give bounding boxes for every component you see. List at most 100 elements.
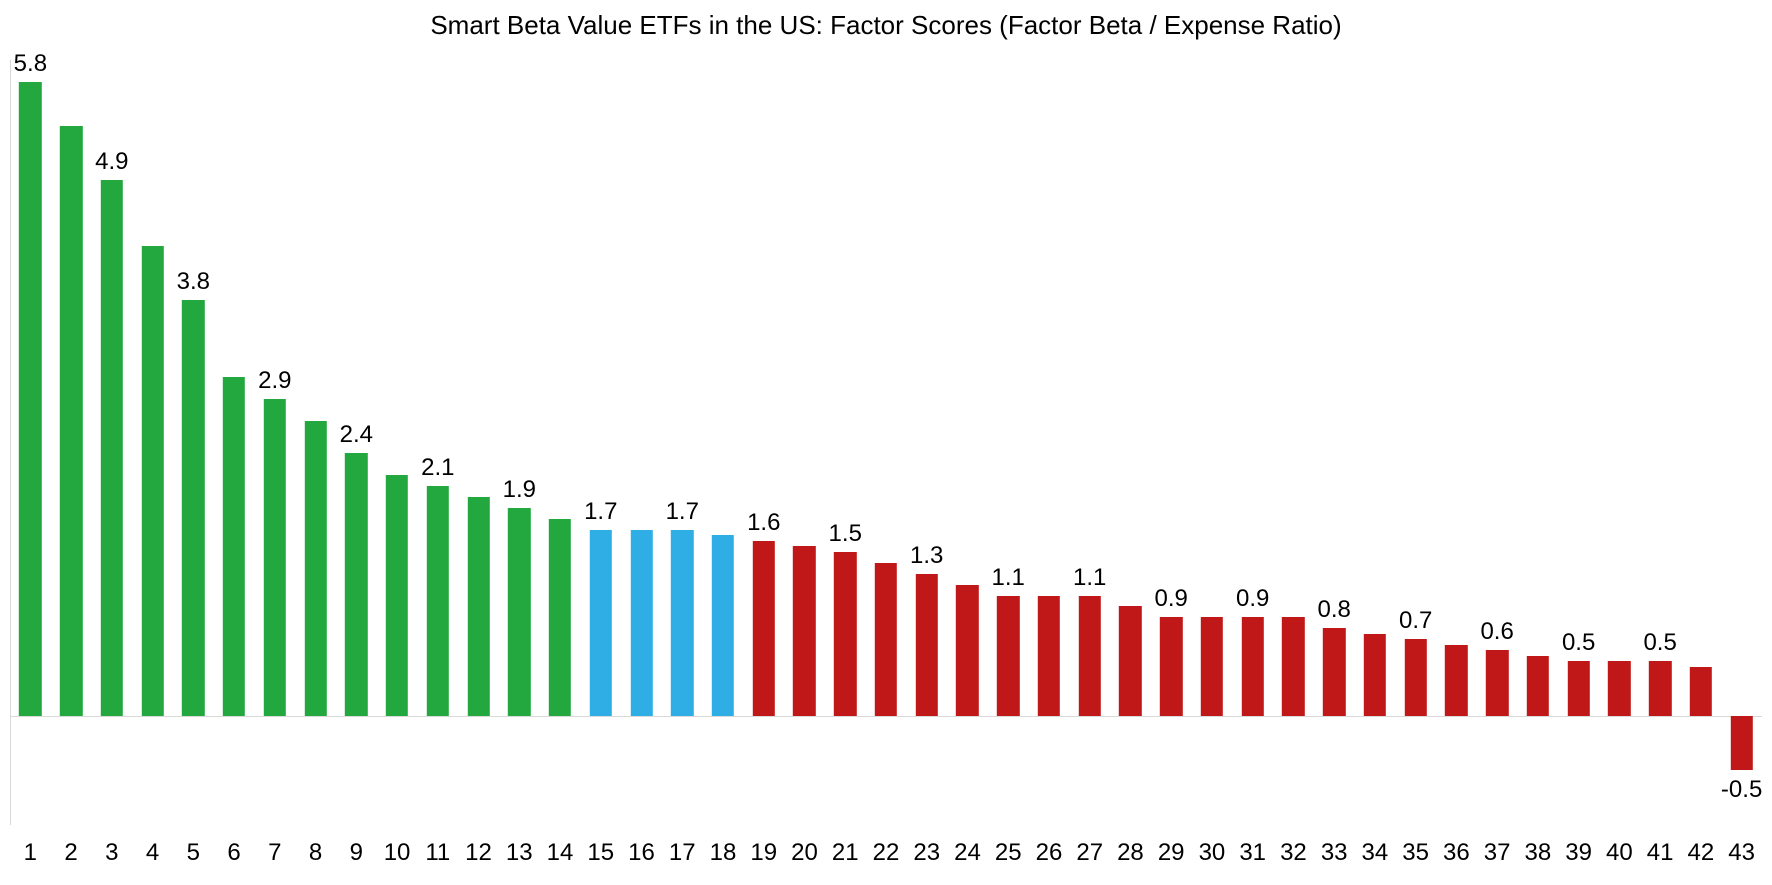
- bar-slot: 1.913: [499, 60, 540, 825]
- x-axis-label: 5: [187, 839, 200, 867]
- bar: [1323, 628, 1345, 715]
- bar-slot: 10: [377, 60, 418, 825]
- bar-slot: 36: [1436, 60, 1477, 825]
- x-axis-label: 13: [506, 839, 533, 867]
- x-axis-label: 43: [1728, 839, 1755, 867]
- bar-slot: 14: [540, 60, 581, 825]
- x-axis-label: 3: [105, 839, 118, 867]
- bar-value-label: 1.7: [666, 498, 699, 526]
- x-axis-label: 32: [1280, 839, 1307, 867]
- bar: [1486, 650, 1508, 716]
- bar: [1241, 617, 1263, 715]
- bar-value-label: 1.9: [503, 476, 536, 504]
- bar: [345, 453, 367, 715]
- bar-slot: 0.833: [1314, 60, 1355, 825]
- bar-value-label: 2.4: [340, 421, 373, 449]
- bar-slot: 1.323: [906, 60, 947, 825]
- x-axis-label: 39: [1565, 839, 1592, 867]
- bar: [386, 475, 408, 715]
- bar-value-label: 1.3: [910, 542, 943, 570]
- bar-value-label: 0.5: [1562, 629, 1595, 657]
- bar: [590, 530, 612, 716]
- x-axis-label: 4: [146, 839, 159, 867]
- bar-slot: 18: [703, 60, 744, 825]
- bar-slot: 38: [1518, 60, 1559, 825]
- x-axis-label: 14: [547, 839, 574, 867]
- bar: [508, 508, 530, 716]
- bar: [304, 421, 326, 716]
- x-axis-label: 29: [1158, 839, 1185, 867]
- bar-value-label: 0.5: [1643, 629, 1676, 657]
- bar: [1119, 606, 1141, 715]
- x-axis-label: 34: [1362, 839, 1389, 867]
- x-axis-label: 42: [1688, 839, 1715, 867]
- x-axis-label: 23: [913, 839, 940, 867]
- x-axis-label: 6: [227, 839, 240, 867]
- bar: [630, 530, 652, 716]
- bar-slot: 1.717: [662, 60, 703, 825]
- bar-value-label: 3.8: [177, 268, 210, 296]
- bar: [1404, 639, 1426, 716]
- bar: [141, 246, 163, 716]
- bar-value-label: 0.7: [1399, 607, 1432, 635]
- bar: [997, 596, 1019, 716]
- bar-value-label: 2.1: [421, 454, 454, 482]
- bar: [834, 552, 856, 716]
- bar-slot: 0.541: [1640, 60, 1681, 825]
- x-axis-label: 18: [710, 839, 737, 867]
- bar-value-label: 4.9: [95, 148, 128, 176]
- bar-slot: 4.93: [91, 60, 132, 825]
- bar-slot: 16: [621, 60, 662, 825]
- bar: [916, 574, 938, 716]
- bar-slot: 0.735: [1395, 60, 1436, 825]
- bar: [264, 399, 286, 716]
- bar: [1282, 617, 1304, 715]
- bar-slot: 1.521: [825, 60, 866, 825]
- bar: [182, 300, 204, 715]
- x-axis-label: 26: [1036, 839, 1063, 867]
- bar: [671, 530, 693, 716]
- bar-slot: 40: [1599, 60, 1640, 825]
- x-axis-label: 30: [1199, 839, 1226, 867]
- bar-slot: 5.81: [10, 60, 51, 825]
- x-axis-label: 9: [350, 839, 363, 867]
- bar-slot: 8: [295, 60, 336, 825]
- bar-value-label: 1.1: [992, 564, 1025, 592]
- bar-slot: 12: [458, 60, 499, 825]
- bar: [1608, 661, 1630, 716]
- bar-value-label: 1.7: [584, 498, 617, 526]
- bar-value-label: 0.8: [1317, 596, 1350, 624]
- bar: [1730, 716, 1752, 771]
- bar: [875, 563, 897, 716]
- chart-container: Smart Beta Value ETFs in the US: Factor …: [0, 0, 1772, 885]
- x-axis-label: 17: [669, 839, 696, 867]
- plot-area: 5.8124.9343.8562.9782.49102.111121.91314…: [10, 60, 1762, 825]
- bar-slot: 30: [1192, 60, 1233, 825]
- bar-slot: 2: [51, 60, 92, 825]
- bar-slot: 1.715: [580, 60, 621, 825]
- bar-slot: 24: [947, 60, 988, 825]
- bar-value-label: 1.6: [747, 509, 780, 537]
- x-axis-label: 40: [1606, 839, 1633, 867]
- bar: [467, 497, 489, 716]
- bar: [712, 535, 734, 715]
- bar-value-label: -0.5: [1721, 776, 1762, 804]
- bar-slot: 42: [1681, 60, 1722, 825]
- bar: [1649, 661, 1671, 716]
- bar: [956, 585, 978, 716]
- x-axis-label: 1: [24, 839, 37, 867]
- bar: [1160, 617, 1182, 715]
- bar-value-label: 1.1: [1073, 564, 1106, 592]
- x-axis-label: 36: [1443, 839, 1470, 867]
- bar: [1201, 617, 1223, 715]
- bar-slot: 28: [1110, 60, 1151, 825]
- bar-slot: 0.931: [1232, 60, 1273, 825]
- bar-slot: 1.125: [988, 60, 1029, 825]
- bar: [427, 486, 449, 716]
- bar: [1445, 645, 1467, 716]
- bar: [101, 180, 123, 716]
- x-axis-label: 11: [425, 839, 450, 867]
- bar-slot: -0.543: [1721, 60, 1762, 825]
- bar: [19, 82, 41, 716]
- bar-slot: 22: [866, 60, 907, 825]
